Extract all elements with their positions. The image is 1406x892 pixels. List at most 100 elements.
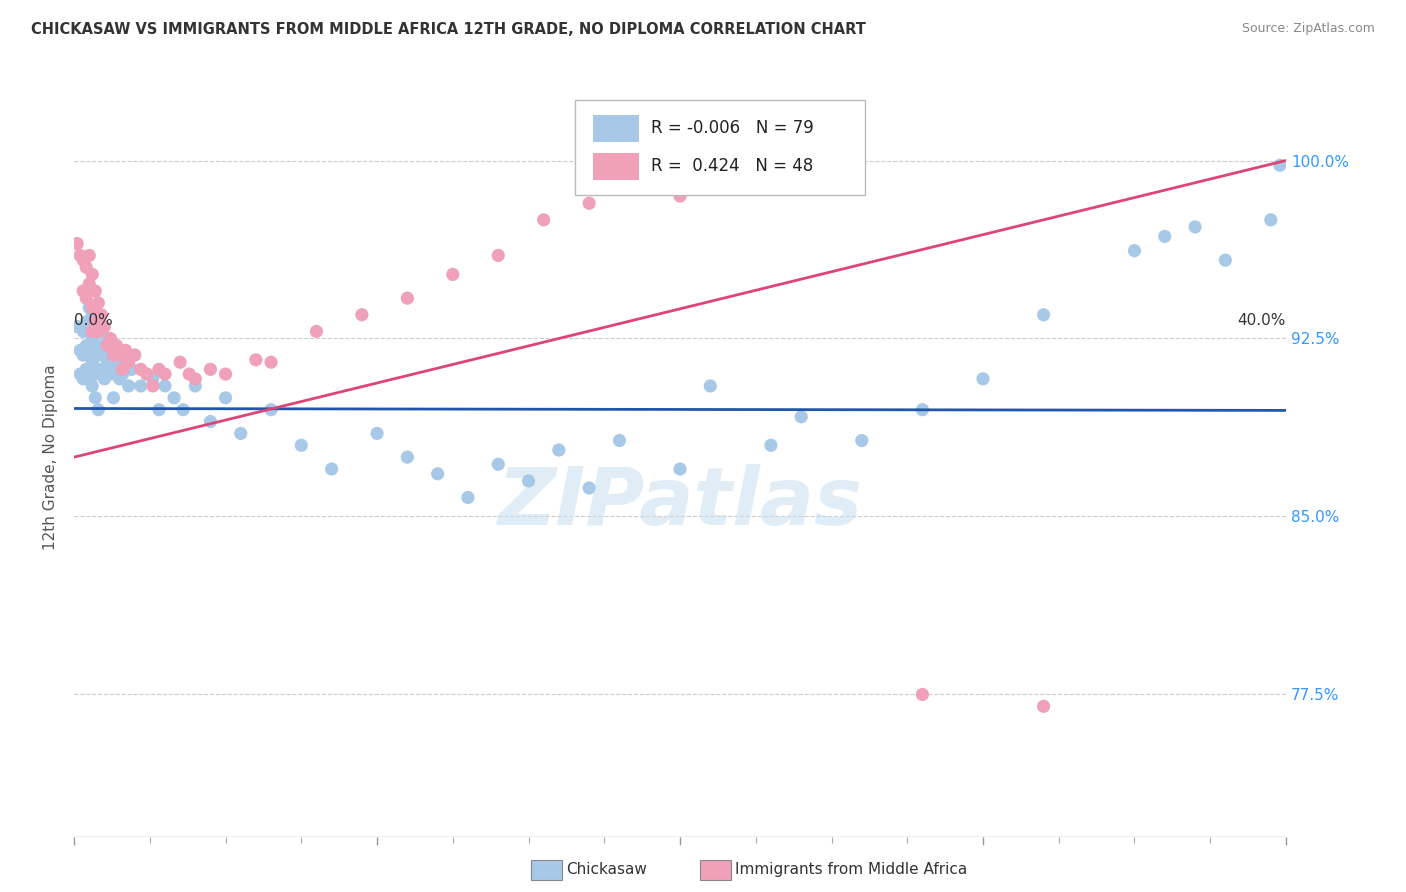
Point [77,277,100,291]
Point [87,402,110,417]
Point [77,248,100,262]
Point [105,362,128,376]
Point [669,462,692,476]
Point [82,268,104,282]
Point [66,236,89,251]
Point [245,352,267,367]
Text: 40.0%: 40.0% [1237,313,1286,328]
Point [103,391,125,405]
Point [87,324,110,338]
Point [179,367,201,381]
Point [1268,158,1291,172]
Point [77,372,100,386]
Point [1260,212,1282,227]
Point [609,434,631,448]
Point [200,362,222,376]
Point [87,324,110,338]
Point [75,338,97,352]
Text: CHICKASAW VS IMMIGRANTS FROM MIDDLE AFRICA 12TH GRADE, NO DIPLOMA CORRELATION CH: CHICKASAW VS IMMIGRANTS FROM MIDDLE AFRI… [31,22,866,37]
Point [105,338,128,352]
Point [1215,253,1237,268]
Point [111,362,134,376]
Point [321,462,343,476]
Text: Chickasaw: Chickasaw [567,863,648,877]
Point [547,443,569,458]
Point [426,467,449,481]
Point [72,372,94,386]
Point [82,301,104,315]
Point [184,372,207,386]
Point [457,491,479,505]
Point [69,343,91,358]
Point [111,367,134,381]
Point [1032,699,1054,714]
Point [517,474,540,488]
Point [229,426,252,441]
Y-axis label: 12th Grade, No Diploma: 12th Grade, No Diploma [44,364,58,550]
Point [69,248,91,262]
Point [90,308,112,322]
Point [200,415,222,429]
Point [117,355,139,369]
Point [96,331,118,345]
Point [135,367,157,381]
Point [396,291,419,305]
Point [114,355,136,369]
Point [75,260,97,275]
Point [93,319,115,334]
Point [108,372,131,386]
Point [72,284,94,298]
Text: 0.0%: 0.0% [75,313,112,328]
Point [87,296,110,310]
Point [699,379,721,393]
Point [103,348,125,362]
FancyBboxPatch shape [575,100,866,195]
Point [1123,244,1146,258]
Point [578,481,600,495]
Point [82,308,104,322]
Point [911,688,934,702]
Point [366,426,388,441]
Point [148,402,170,417]
Point [184,379,207,393]
Point [142,379,165,393]
Point [911,402,934,417]
Point [114,343,136,358]
Point [260,355,283,369]
Point [129,379,152,393]
Point [84,343,107,358]
Point [486,248,509,262]
Point [1153,229,1175,244]
Point [260,402,283,417]
Point [84,284,107,298]
Point [77,301,100,315]
Point [75,291,97,305]
Point [87,348,110,362]
Point [72,253,94,268]
Point [1032,308,1054,322]
Point [972,372,994,386]
Point [96,338,118,352]
Point [153,379,176,393]
Point [135,367,157,381]
Point [108,348,131,362]
Point [90,362,112,376]
Point [117,379,139,393]
Point [169,355,191,369]
Point [124,348,146,362]
Text: R = -0.006   N = 79: R = -0.006 N = 79 [651,120,814,137]
Point [100,331,122,345]
Point [153,367,176,381]
Point [69,367,91,381]
Point [72,324,94,338]
Text: Source: ZipAtlas.com: Source: ZipAtlas.com [1241,22,1375,36]
Point [214,391,236,405]
Point [75,315,97,329]
Point [148,362,170,376]
Point [124,348,146,362]
Point [66,319,89,334]
Bar [593,153,638,180]
Point [84,315,107,329]
Point [290,438,312,452]
Point [142,372,165,386]
